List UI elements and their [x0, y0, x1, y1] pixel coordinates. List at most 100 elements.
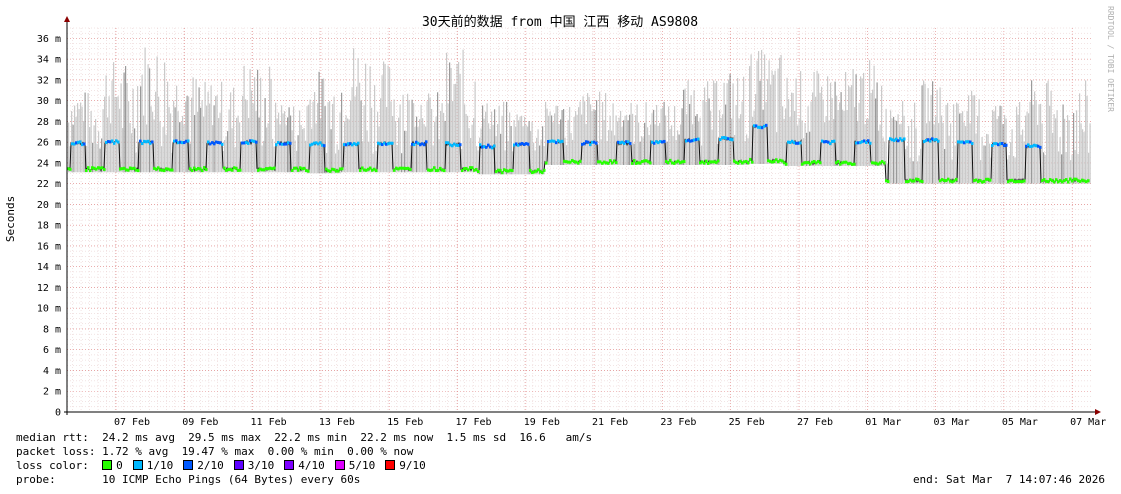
loss-mark: [497, 168, 500, 172]
loss-mark: [929, 139, 932, 143]
loss-mark: [803, 161, 806, 165]
loss-mark: [691, 139, 694, 143]
loss-mark: [1015, 180, 1018, 184]
spread-bar: [452, 101, 454, 173]
spread-bar: [845, 72, 847, 167]
loss-mark: [153, 166, 156, 170]
loss-mark: [209, 142, 212, 146]
spread-bar: [569, 106, 571, 165]
spread-bar: [243, 65, 245, 173]
spread-bar: [228, 109, 230, 173]
spread-bar: [681, 108, 683, 165]
loss-mark: [477, 169, 480, 173]
spread-bar: [917, 161, 919, 184]
loss-mark: [539, 170, 542, 174]
minor-grid: [67, 27, 1092, 413]
spread-bar: [77, 103, 79, 173]
loss-mark: [421, 142, 424, 146]
loss-color-swatch: [284, 460, 295, 470]
spread-bar: [1049, 105, 1051, 184]
x-tick-label: 17 Feb: [455, 417, 491, 428]
spread-bar: [860, 76, 862, 167]
spread-bar: [1010, 142, 1012, 184]
loss-mark: [479, 143, 482, 147]
spread-bar: [296, 150, 298, 173]
loss-mark: [245, 141, 248, 145]
loss-mark: [345, 143, 348, 147]
spread-bar: [336, 144, 338, 174]
loss-mark: [763, 124, 766, 128]
loss-mark: [607, 161, 610, 165]
loss-mark: [375, 169, 378, 173]
loss-mark: [615, 161, 618, 165]
spread-bar: [1046, 83, 1048, 184]
spread-bar: [308, 104, 310, 174]
spread-bar: [189, 143, 191, 173]
spread-bar: [962, 111, 964, 184]
spread-bar: [984, 145, 986, 184]
spread-bar: [911, 118, 913, 184]
spread-bar: [890, 110, 892, 184]
loss-mark: [1067, 180, 1070, 184]
spread-bar: [363, 105, 365, 173]
loss-mark: [205, 167, 208, 171]
spread-bar: [729, 73, 731, 165]
spread-bar: [750, 54, 752, 164]
loss-mark: [115, 139, 118, 143]
loss-mark: [99, 166, 102, 170]
spread-bar: [869, 60, 871, 167]
loss-mark: [485, 145, 488, 149]
rtt-spread-area: [68, 47, 1091, 184]
loss-mark: [643, 159, 646, 163]
spread-bar: [816, 70, 818, 167]
spread-bar: [393, 99, 395, 173]
spread-bar: [774, 70, 776, 164]
spread-bar: [900, 123, 902, 184]
y-tick-label: 0: [55, 408, 61, 419]
loss-mark: [1013, 180, 1016, 184]
spread-bar: [1083, 132, 1085, 184]
loss-mark: [749, 157, 752, 161]
loss-mark: [1053, 180, 1056, 184]
spread-bar: [644, 122, 646, 165]
loss-mark: [247, 141, 250, 145]
spread-bar: [633, 143, 635, 165]
loss-mark: [813, 159, 816, 163]
loss-mark: [207, 140, 210, 144]
loss-mark: [1041, 179, 1044, 183]
loss-mark: [251, 139, 254, 143]
loss-mark: [107, 140, 110, 144]
loss-mark: [667, 161, 670, 165]
loss-mark: [373, 167, 376, 171]
spread-bar: [642, 137, 644, 165]
spread-bar: [1011, 129, 1013, 184]
spread-bar: [554, 113, 556, 165]
spread-bar: [1061, 154, 1063, 184]
loss-mark: [231, 168, 234, 172]
chart-title: 30天前的数据 from 中国 江西 移动 AS9808: [422, 14, 698, 30]
loss-mark: [383, 141, 386, 145]
loss-mark: [339, 167, 342, 171]
spread-bar: [653, 109, 655, 165]
loss-mark: [715, 160, 718, 164]
spread-bar: [797, 125, 799, 167]
spread-bar: [716, 81, 718, 165]
loss-mark: [617, 140, 620, 144]
loss-mark: [415, 140, 418, 144]
loss-mark: [923, 140, 926, 144]
spread-bar: [675, 139, 677, 165]
spread-bar: [306, 106, 308, 174]
spread-bar: [771, 70, 773, 164]
loss-mark: [399, 166, 402, 170]
spread-bar: [147, 64, 149, 173]
loss-mark: [981, 180, 984, 184]
loss-mark: [931, 137, 934, 141]
loss-mark: [957, 140, 960, 144]
spread-bar: [611, 130, 613, 165]
spread-bar: [810, 101, 812, 167]
spread-bar: [599, 91, 601, 165]
spread-bar: [743, 76, 745, 165]
spread-bar: [951, 159, 953, 184]
spread-bar: [527, 126, 529, 175]
